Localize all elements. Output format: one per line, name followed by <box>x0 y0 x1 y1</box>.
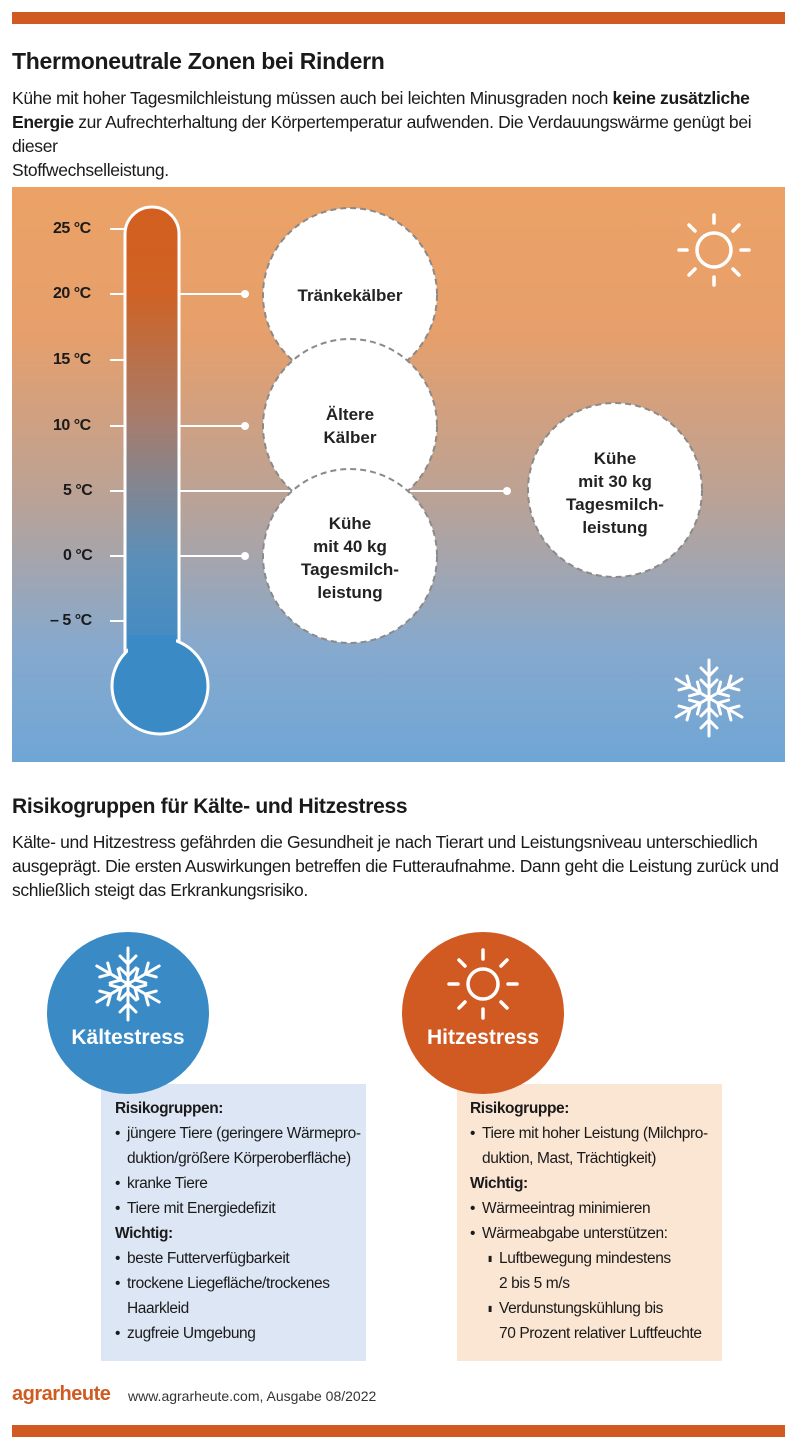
zone-bubble-calves <box>262 207 438 383</box>
cold-stress-info: Risikogruppen: jüngere Tiere (geringere … <box>115 1096 365 1346</box>
risk-text-line: ausgeprägt. Die ersten Auswirkungen betr… <box>12 856 779 876</box>
snowflake-icon <box>95 946 161 1022</box>
sub-list-item-continuation: 70 Prozent relativer Luftfeuchte <box>499 1325 702 1342</box>
cold-groups-title: Risikogruppen: <box>115 1100 224 1117</box>
zone-label-cows-40kg: Kühe mit 40 kg Tagesmilch- leistung <box>270 512 430 604</box>
cold-important-title: Wichtig: <box>115 1225 173 1242</box>
zone-label-line: leistung <box>317 583 383 602</box>
temp-label-0: 0 °C <box>63 547 93 564</box>
sub-list-item: Luftbewegung mindestens <box>470 1246 720 1271</box>
list-item: kranke Tiere <box>115 1171 365 1196</box>
intro-text-part: Stoffwechselleistung. <box>12 160 169 180</box>
temp-label-10: 10 °C <box>53 417 91 434</box>
zone-bubbles <box>262 207 703 644</box>
risk-text-line: Kälte- und Hitzestress gefährden die Ges… <box>12 832 758 852</box>
zone-label-line: mit 30 kg <box>578 472 652 491</box>
heat-groups-title: Risikogruppe: <box>470 1100 570 1117</box>
cold-groups-list: jüngere Tiere (geringere Wärmepro- dukti… <box>115 1121 365 1221</box>
cold-important-list: beste Futterverfügbarkeit trockene Liege… <box>115 1246 365 1346</box>
zone-label-older-calves: Ältere Kälber <box>270 403 430 449</box>
zone-label-line: Kälber <box>323 428 377 447</box>
list-item-continuation: duktion/größere Körperoberfläche) <box>127 1150 351 1167</box>
list-item: Tiere mit Energiedefizit <box>115 1196 365 1221</box>
list-item: trockene Liegefläche/trockenes <box>115 1271 365 1296</box>
cold-stress-badge: Kältestress <box>47 932 209 1094</box>
temp-label-20: 20 °C <box>53 285 91 302</box>
heat-stress-badge: Hitzestress <box>402 932 564 1094</box>
heat-stress-info: Risikogruppe: Tiere mit hoher Leistung (… <box>470 1096 720 1346</box>
source-text: www.agrarheute.com, Ausgabe 08/2022 <box>128 1388 377 1404</box>
heat-important-list: Wärmeeintrag minimieren Wärmeabgabe unte… <box>470 1196 720 1346</box>
list-item: jüngere Tiere (geringere Wärmepro- <box>115 1121 365 1146</box>
list-item: zugfreie Umgebung <box>115 1321 365 1346</box>
risk-text: Kälte- und Hitzestress gefährden die Ges… <box>12 830 787 902</box>
risk-text-line: schließlich steigt das Erkrankungsrisiko… <box>12 880 308 900</box>
heat-stress-title: Hitzestress <box>426 1026 540 1049</box>
bottom-accent-bar <box>12 1425 785 1437</box>
list-item: Wärmeeintrag minimieren <box>470 1196 720 1221</box>
snowflake-icon <box>674 658 744 738</box>
diagram-graphics <box>110 205 751 738</box>
zone-label-line: Tränkekälber <box>297 286 403 305</box>
list-item: beste Futterverfügbarkeit <box>115 1246 365 1271</box>
zone-label-line: Tagesmilch- <box>301 560 399 579</box>
thermoneutral-zone-diagram: 25 °C 20 °C 15 °C 10 °C 5 °C 0 °C – 5 °C… <box>12 187 785 762</box>
zone-label-cows-30kg: Kühe mit 30 kg Tagesmilch- leistung <box>535 447 695 539</box>
section-title-risk: Risikogruppen für Kälte- und Hitzestress <box>12 795 408 818</box>
agrarheute-logo: agrarheute <box>12 1383 111 1405</box>
list-item-continuation: Haarkleid <box>127 1300 189 1317</box>
temp-label-5: 5 °C <box>63 482 93 499</box>
zone-label-line: mit 40 kg <box>313 537 387 556</box>
zone-bubble-cows-40kg <box>262 468 438 644</box>
cold-stress-title: Kältestress <box>71 1026 185 1049</box>
intro-bold: Energie <box>12 112 74 132</box>
list-item: Tiere mit hoher Leistung (Milchpro- <box>470 1121 720 1146</box>
sun-icon <box>677 213 751 287</box>
sub-list-item: Verdunstungskühlung bis <box>470 1296 720 1321</box>
zone-label-line: Ältere <box>325 405 375 424</box>
temp-label-minus5: – 5 °C <box>50 612 92 629</box>
intro-bold: keine zusätzliche <box>612 88 750 108</box>
sub-list-item-continuation: 2 bis 5 m/s <box>499 1275 570 1292</box>
zone-label-line: Kühe <box>593 449 637 468</box>
thermometer <box>110 205 210 736</box>
page-title: Thermoneutrale Zonen bei Rindern <box>12 48 385 74</box>
zone-label-calves: Tränkekälber <box>270 284 430 307</box>
list-item-continuation: duktion, Mast, Trächtigkeit) <box>482 1150 657 1167</box>
heat-important-title: Wichtig: <box>470 1175 528 1192</box>
sun-icon <box>447 948 519 1020</box>
zone-label-line: Tagesmilch- <box>566 495 664 514</box>
top-accent-bar <box>12 12 785 24</box>
heat-groups-list: Tiere mit hoher Leistung (Milchpro- dukt… <box>470 1121 720 1171</box>
zone-bubble-older-calves <box>262 338 438 514</box>
intro-text: Kühe mit hoher Tagesmilchleistung müssen… <box>12 86 787 182</box>
temp-label-25: 25 °C <box>53 220 91 237</box>
zone-bubble-cows-30kg <box>527 402 703 578</box>
intro-text-part: Kühe mit hoher Tagesmilchleistung müssen… <box>12 88 613 108</box>
zone-label-line: leistung <box>582 518 648 537</box>
list-item: Wärmeabgabe unterstützen: <box>470 1221 720 1246</box>
intro-text-part: zur Aufrechterhaltung der Körpertemperat… <box>12 112 752 156</box>
zone-label-line: Kühe <box>328 514 372 533</box>
temp-label-15: 15 °C <box>53 351 91 368</box>
